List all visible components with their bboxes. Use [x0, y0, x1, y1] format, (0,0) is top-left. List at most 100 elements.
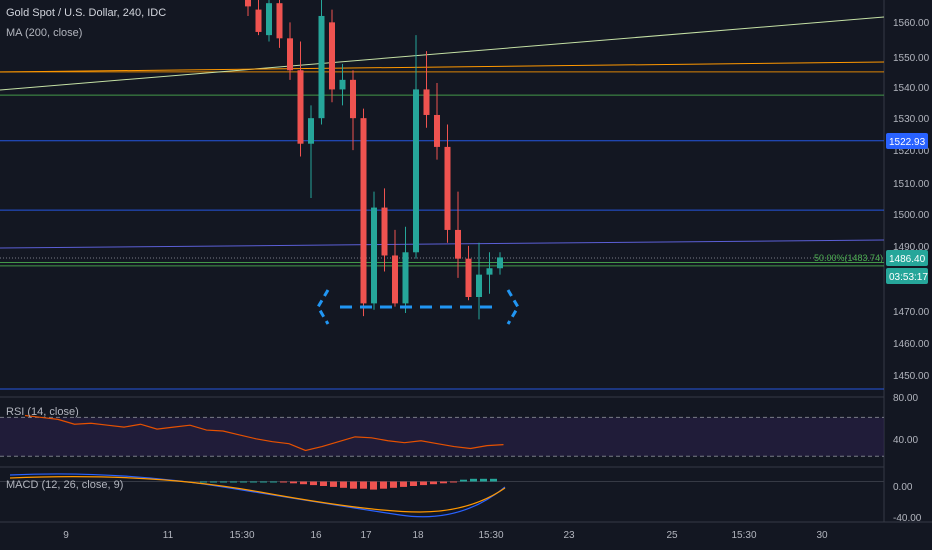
candle-body: [255, 9, 262, 32]
macd-histogram-bar: [370, 481, 377, 490]
candle-body: [287, 38, 293, 71]
macd-histogram-bar: [260, 481, 267, 483]
candle-body: [266, 3, 272, 36]
macd-histogram-bar: [380, 481, 387, 489]
time-tick-label: 25: [666, 530, 678, 541]
price-tick-label: 1560.00: [893, 18, 930, 29]
rsi-band: [0, 417, 884, 457]
price-tick-label: 1490.00: [893, 242, 930, 253]
macd-histogram-bar: [280, 481, 287, 483]
time-tick-label: 16: [310, 530, 322, 541]
candle-body: [434, 114, 440, 147]
candle-body: [497, 257, 503, 269]
macd-histogram-bar: [400, 481, 407, 487]
last-price-badge: 1486.40: [889, 254, 926, 265]
candle-body: [402, 252, 409, 304]
candle-body: [318, 15, 325, 119]
macd-tick-label: -40.00: [893, 513, 922, 524]
candle-body: [465, 258, 472, 297]
time-tick-label: 15:30: [229, 530, 254, 541]
macd-histogram-bar: [230, 481, 237, 483]
macd-tick-label: 0.00: [893, 482, 913, 493]
time-tick-label: 17: [360, 530, 372, 541]
ma-legend: MA (200, close): [6, 27, 83, 39]
candle-body: [444, 146, 451, 230]
candle-body: [329, 22, 335, 90]
macd-histogram-bar: [350, 481, 357, 489]
macd-histogram-bar: [480, 478, 487, 482]
rsi-tick-label: 80.00: [893, 393, 918, 404]
pattern-bracket-right: [506, 289, 520, 325]
candle-body: [297, 70, 304, 144]
countdown-badge: 03:53:17: [889, 272, 928, 283]
macd-histogram-bar: [440, 481, 447, 484]
macd-histogram-bar: [420, 481, 427, 486]
time-tick-label: 9: [63, 530, 69, 541]
price-tick-label: 1550.00: [893, 53, 930, 64]
price-tick-label: 1500.00: [893, 210, 930, 221]
candle-body: [413, 89, 419, 253]
rsi-legend: RSI (14, close): [6, 406, 79, 418]
price-tick-label: 1530.00: [893, 114, 930, 125]
macd-histogram-bar: [340, 481, 347, 488]
rsi-tick-label: 40.00: [893, 435, 918, 446]
countdown-badge-bg: [886, 268, 928, 284]
time-tick-label: 15:30: [478, 530, 503, 541]
candle-body: [486, 268, 493, 275]
macd-histogram-bar: [490, 478, 497, 482]
price-tick-label: 1520.00: [893, 146, 930, 157]
macd-histogram-bar: [460, 479, 467, 482]
fib-line: [0, 239, 885, 249]
symbol-title: Gold Spot / U.S. Dollar, 240, IDC: [6, 7, 167, 19]
time-tick-label: 18: [412, 530, 424, 541]
macd-histogram-bar: [290, 481, 297, 484]
macd-histogram-bar: [300, 481, 307, 485]
macd-histogram-bar: [220, 481, 227, 483]
macd-histogram-bar: [430, 481, 437, 485]
price-tick-label: 1540.00: [893, 83, 930, 94]
candle-body: [371, 207, 377, 304]
price-tick-label: 1470.00: [893, 307, 930, 318]
fib-level-label: 50.00%(1483.74): [814, 253, 883, 263]
pattern-bracket-left: [316, 289, 330, 325]
macd-signal-line: [9, 476, 506, 513]
level-price-badge-bg: [886, 133, 928, 149]
last-price-badge-bg: [886, 250, 928, 266]
macd-histogram-bar: [240, 481, 247, 483]
macd-histogram-bar: [450, 481, 457, 483]
candle-body: [360, 118, 367, 304]
level-price-badge: 1522.93: [889, 137, 926, 148]
candle-body: [476, 274, 482, 297]
candle-body: [276, 3, 283, 39]
price-tick-label: 1510.00: [893, 179, 930, 190]
price-tick-label: 1460.00: [893, 339, 930, 350]
time-tick-label: 23: [563, 530, 575, 541]
macd-histogram-bar: [330, 481, 337, 487]
candle-body: [381, 207, 388, 256]
trend-line: [0, 16, 885, 91]
candle-body: [455, 229, 461, 259]
macd-histogram-bar: [310, 481, 317, 486]
ma-line: [0, 61, 885, 73]
time-tick-label: 30: [816, 530, 828, 541]
macd-histogram-bar: [250, 481, 257, 483]
macd-histogram-bar: [200, 481, 207, 483]
macd-legend: MACD (12, 26, close, 9): [6, 479, 124, 491]
macd-histogram-bar: [410, 481, 417, 486]
candle-body: [308, 118, 314, 144]
candle-body: [350, 79, 356, 119]
rsi-line: [24, 414, 504, 452]
macd-histogram-bar: [210, 481, 217, 483]
macd-histogram-bar: [360, 481, 367, 489]
macd-histogram-bar: [320, 481, 327, 486]
candle-body: [339, 79, 346, 90]
time-tick-label: 15:30: [731, 530, 756, 541]
candle-body: [423, 89, 430, 115]
macd-histogram-bar: [470, 478, 477, 482]
macd-histogram-bar: [270, 481, 277, 483]
candle-body: [245, 0, 251, 7]
macd-histogram-bar: [390, 481, 397, 488]
candle-body: [392, 255, 398, 304]
time-tick-label: 11: [163, 530, 174, 541]
